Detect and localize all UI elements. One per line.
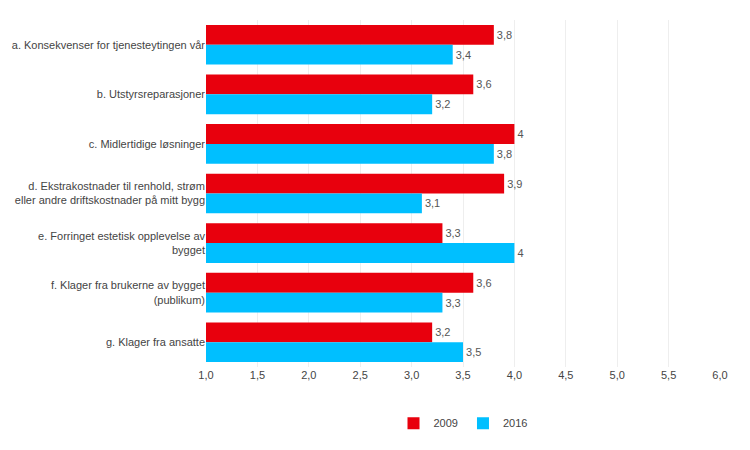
svg-text:3,8: 3,8 — [497, 148, 512, 160]
svg-text:4,0: 4,0 — [507, 369, 522, 381]
svg-text:a. Konsekvenser for tjenesteyt: a. Konsekvenser for tjenesteytingen vår — [12, 39, 206, 51]
svg-text:1,0: 1,0 — [198, 369, 213, 381]
svg-text:3,1: 3,1 — [425, 197, 440, 209]
svg-text:2009: 2009 — [434, 417, 458, 429]
svg-text:b. Utstyrsreparasjoner: b. Utstyrsreparasjoner — [97, 88, 206, 100]
svg-text:3,0: 3,0 — [404, 369, 419, 381]
svg-text:3,6: 3,6 — [476, 277, 491, 289]
svg-text:3,5: 3,5 — [455, 369, 470, 381]
svg-text:3,6: 3,6 — [476, 78, 491, 90]
svg-text:4: 4 — [517, 128, 523, 140]
svg-text:1,5: 1,5 — [250, 369, 265, 381]
svg-text:6,0: 6,0 — [712, 369, 727, 381]
svg-text:5,5: 5,5 — [661, 369, 676, 381]
svg-text:3,8: 3,8 — [497, 29, 512, 41]
svg-text:2016: 2016 — [503, 417, 527, 429]
svg-text:2,0: 2,0 — [301, 369, 316, 381]
svg-text:d. Ekstrakostnader til renhold: d. Ekstrakostnader til renhold, strømell… — [15, 180, 205, 206]
svg-text:5,0: 5,0 — [610, 369, 625, 381]
svg-text:3,9: 3,9 — [507, 178, 522, 190]
svg-text:3,2: 3,2 — [435, 326, 450, 338]
svg-text:c. Midlertidige løsninger: c. Midlertidige løsninger — [89, 138, 205, 150]
svg-text:3,4: 3,4 — [456, 49, 471, 61]
svg-text:e. Forringet estetisk opplevel: e. Forringet estetisk opplevelse avbygge… — [38, 230, 205, 256]
svg-text:3,3: 3,3 — [445, 227, 460, 239]
svg-text:3,5: 3,5 — [466, 346, 481, 358]
svg-text:4,5: 4,5 — [558, 369, 573, 381]
svg-text:2,5: 2,5 — [353, 369, 368, 381]
svg-text:4: 4 — [517, 247, 523, 259]
svg-text:3,2: 3,2 — [435, 98, 450, 110]
svg-text:3,3: 3,3 — [445, 297, 460, 309]
svg-text:f. Klager fra brukerne av bygg: f. Klager fra brukerne av bygget(publiku… — [51, 279, 205, 305]
svg-text:g. Klager fra ansatte: g. Klager fra ansatte — [106, 336, 205, 348]
